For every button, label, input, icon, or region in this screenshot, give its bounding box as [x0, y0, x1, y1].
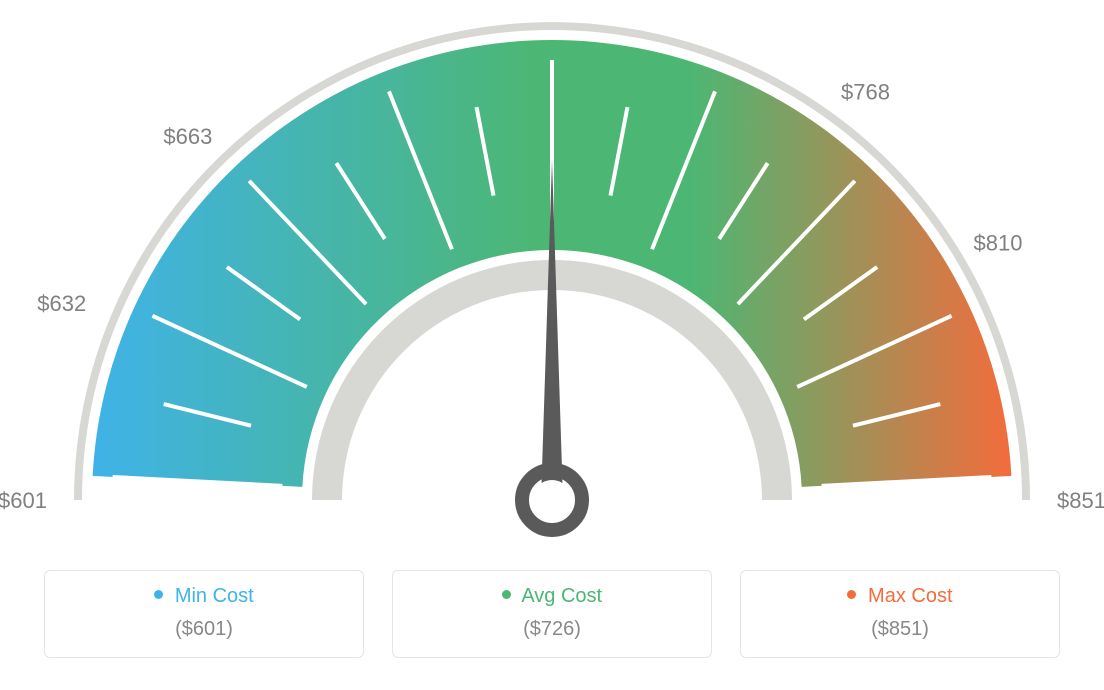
legend-label-max: Max Cost — [751, 585, 1049, 608]
legend-value-max: ($851) — [751, 618, 1049, 641]
gauge-chart: $601$632$663$726$768$810$851 — [0, 0, 1104, 560]
legend-value-avg: ($726) — [403, 618, 701, 641]
gauge-tick-label: $601 — [0, 488, 47, 513]
legend-dot-avg — [502, 590, 511, 599]
legend-text-avg: Avg Cost — [521, 585, 602, 607]
legend-label-avg: Avg Cost — [403, 585, 701, 608]
legend-card-avg: Avg Cost ($726) — [392, 570, 712, 658]
gauge-tick-label: $768 — [841, 79, 890, 104]
gauge-tick-label: $632 — [37, 291, 86, 316]
legend-text-max: Max Cost — [868, 585, 952, 607]
legend-card-min: Min Cost ($601) — [44, 570, 364, 658]
legend-text-min: Min Cost — [175, 585, 254, 607]
gauge-hub-inner — [532, 480, 572, 520]
legend-card-max: Max Cost ($851) — [740, 570, 1060, 658]
legend-value-min: ($601) — [55, 618, 353, 641]
gauge-svg: $601$632$663$726$768$810$851 — [0, 0, 1104, 560]
legend-dot-max — [847, 590, 856, 599]
legend-row: Min Cost ($601) Avg Cost ($726) Max Cost… — [0, 570, 1104, 658]
gauge-tick-label: $810 — [974, 231, 1023, 256]
legend-dot-min — [154, 590, 163, 599]
gauge-tick-label: $663 — [163, 124, 212, 149]
legend-label-min: Min Cost — [55, 585, 353, 608]
gauge-tick-label: $851 — [1057, 488, 1104, 513]
